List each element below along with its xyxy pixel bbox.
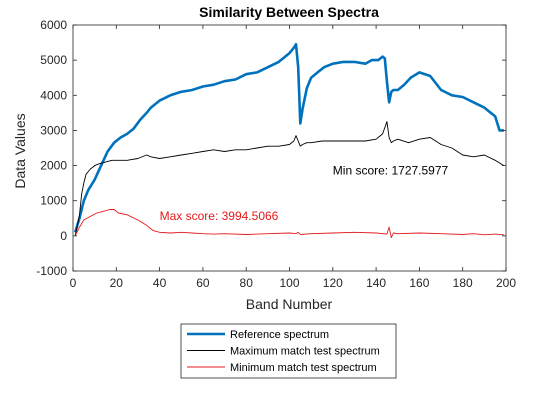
x-axis: 0 20 40 60 80 100 120 140 160 180 200 xyxy=(70,25,516,290)
plot-area xyxy=(73,25,506,271)
x-tick-label: 60 xyxy=(196,276,210,290)
series-layer xyxy=(73,43,505,239)
annotation-layer: Min score: 1727.5977 Max score: 3994.5066 xyxy=(160,163,449,223)
y-tick-label: 1000 xyxy=(40,194,67,208)
y-tick-label: 0 xyxy=(60,229,67,243)
x-tick-label: 20 xyxy=(110,276,124,290)
legend-entry-2: Maximum match test spectrum xyxy=(230,346,380,358)
x-tick-label: 200 xyxy=(496,276,516,290)
y-axis-label: Data Values xyxy=(12,113,28,188)
y-tick-label: -1000 xyxy=(36,264,67,278)
legend: Reference spectrum Maximum match test spe… xyxy=(180,323,397,379)
annotation-1: Min score: 1727.5977 xyxy=(333,163,449,177)
y-axis: -1000 0 1000 2000 3000 4000 5000 6000 xyxy=(36,18,506,278)
x-tick-label: 100 xyxy=(279,276,299,290)
annotation-2: Max score: 3994.5066 xyxy=(160,209,279,223)
y-tick-label: 2000 xyxy=(40,159,67,173)
legend-entry-3: Minimum match test spectrum xyxy=(230,362,377,374)
series-line-2 xyxy=(74,121,505,236)
x-tick-label: 180 xyxy=(453,276,473,290)
x-tick-label: 80 xyxy=(240,276,254,290)
x-tick-label: 160 xyxy=(409,276,429,290)
y-tick-label: 5000 xyxy=(40,53,67,67)
x-axis-label: Band Number xyxy=(246,296,333,312)
series-line-3 xyxy=(74,209,504,239)
series-line-1 xyxy=(73,43,504,233)
x-tick-label: 120 xyxy=(323,276,343,290)
x-tick-label: 140 xyxy=(366,276,386,290)
x-tick-label: 0 xyxy=(70,276,77,290)
legend-entry-1: Reference spectrum xyxy=(230,329,329,341)
y-tick-label: 6000 xyxy=(40,18,67,32)
y-tick-label: 4000 xyxy=(40,88,67,102)
chart-title: Similarity Between Spectra xyxy=(199,4,379,20)
x-tick-label: 40 xyxy=(153,276,167,290)
y-tick-label: 3000 xyxy=(40,123,67,137)
